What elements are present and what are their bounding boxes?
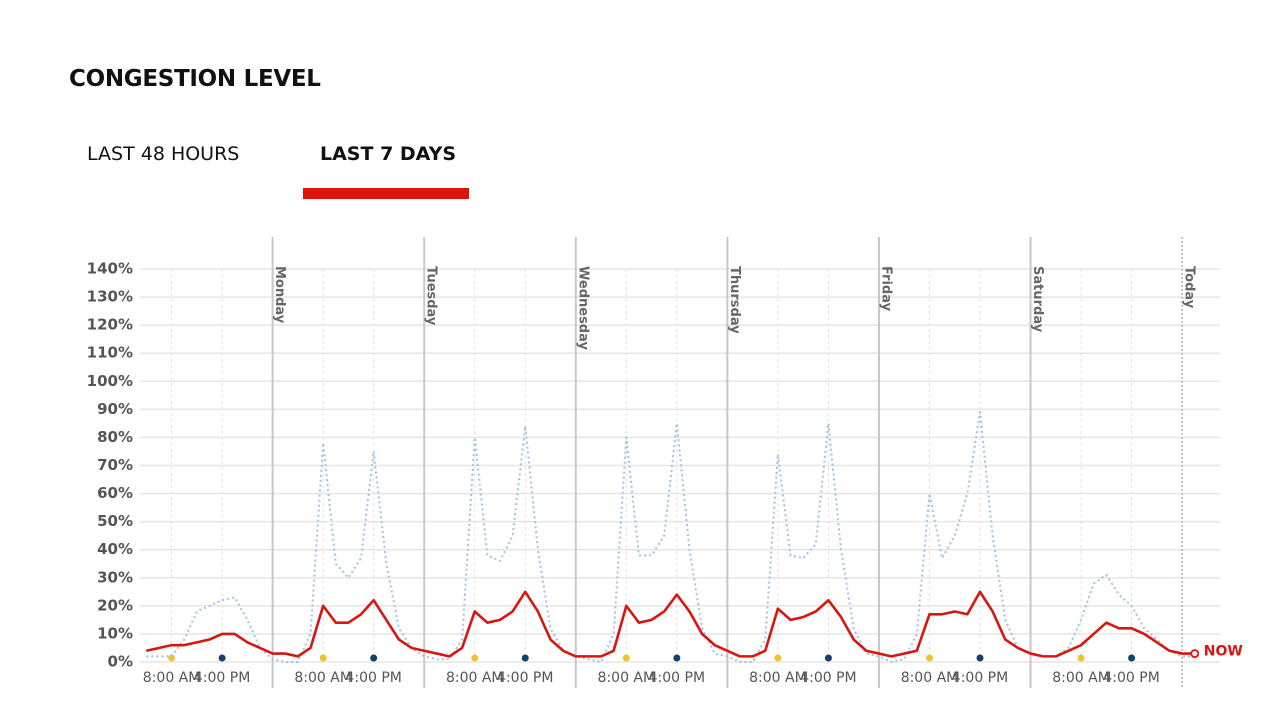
tick-dot	[1077, 654, 1085, 662]
tick-dot	[218, 654, 226, 662]
tick-dot	[168, 654, 176, 662]
x-tick-label: 4:00 PM	[649, 670, 705, 686]
y-tick-label: 0%	[108, 653, 133, 671]
tick-dot	[319, 654, 327, 662]
x-tick-label: 4:00 PM	[345, 670, 401, 686]
y-tick-label: 20%	[97, 596, 133, 614]
day-label: Friday	[878, 266, 893, 312]
now-marker	[1190, 649, 1200, 658]
y-tick-label: 110%	[87, 344, 133, 362]
tick-dot	[673, 654, 681, 662]
x-tick-label: 8:00 AM	[143, 670, 201, 686]
tick-dot	[370, 654, 378, 662]
x-tick-label: 8:00 AM	[294, 670, 352, 686]
tab[interactable]: LAST 48 HOURS	[87, 143, 240, 165]
x-tick-label: 4:00 PM	[497, 670, 553, 686]
active-tab-indicator	[303, 188, 469, 199]
y-tick-label: 80%	[97, 428, 133, 446]
y-tick-label: 130%	[87, 288, 133, 306]
y-tick-label: 100%	[87, 372, 133, 390]
x-tick-label: 4:00 PM	[1103, 670, 1159, 686]
tick-dot	[622, 654, 630, 662]
day-label: Saturday	[1030, 266, 1045, 333]
y-tick-label: 40%	[97, 540, 133, 558]
day-label: Today	[1182, 266, 1197, 309]
day-label: Monday	[272, 266, 287, 324]
y-tick-label: 60%	[97, 484, 133, 502]
day-label: Thursday	[727, 266, 742, 334]
tick-dot	[774, 654, 782, 662]
x-tick-label: 8:00 AM	[749, 670, 807, 686]
y-tick-label: 10%	[97, 624, 133, 642]
x-tick-label: 8:00 AM	[1052, 670, 1110, 686]
y-tick-label: 120%	[87, 316, 133, 334]
x-tick-label: 4:00 PM	[800, 670, 856, 686]
x-tick-label: 8:00 AM	[446, 670, 504, 686]
now-label: NOW	[1204, 644, 1243, 660]
congestion-line-live	[146, 590, 1195, 658]
y-tick-label: 70%	[97, 456, 133, 474]
day-label: Tuesday	[424, 266, 439, 326]
congestion-line-typical	[146, 411, 1195, 663]
y-tick-label: 30%	[97, 568, 133, 586]
x-tick-label: 4:00 PM	[952, 670, 1008, 686]
x-tick-label: 8:00 AM	[901, 670, 959, 686]
tick-dot	[824, 654, 832, 662]
y-tick-label: 90%	[97, 400, 133, 418]
tick-dot	[521, 654, 529, 662]
tick-dot	[1128, 654, 1136, 662]
y-tick-label: 140%	[87, 260, 133, 278]
x-tick-label: 4:00 PM	[194, 670, 250, 686]
tick-dot	[925, 654, 933, 662]
x-tick-label: 8:00 AM	[598, 670, 656, 686]
day-label: Wednesday	[575, 266, 590, 350]
tick-dot	[471, 654, 479, 662]
tick-dot	[976, 654, 984, 662]
page-title: CONGESTION LEVEL	[69, 66, 321, 92]
y-tick-label: 50%	[97, 512, 133, 530]
tab-active[interactable]: LAST 7 DAYS	[320, 143, 457, 165]
